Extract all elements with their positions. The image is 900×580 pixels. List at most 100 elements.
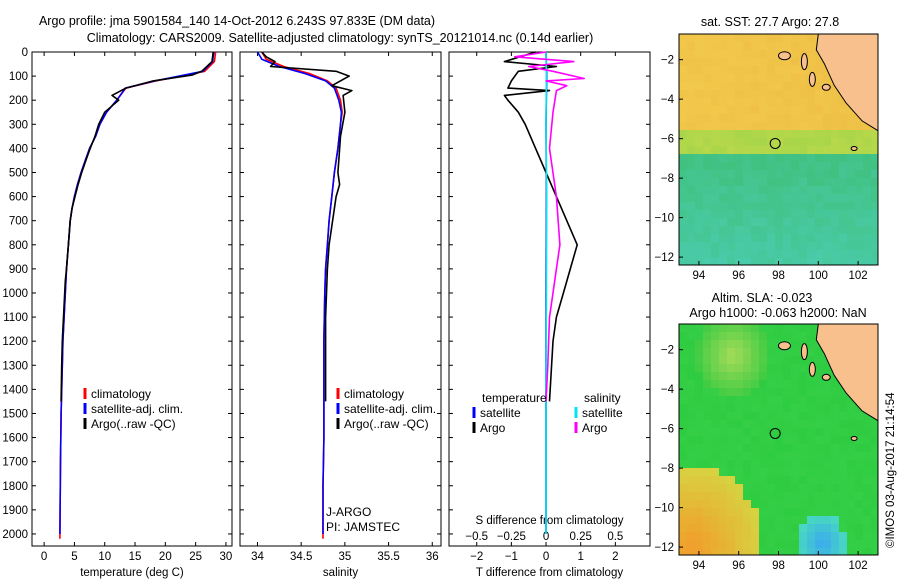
sst-map-cell <box>863 258 871 265</box>
sst-map-cell <box>783 82 791 90</box>
sst-map-cell <box>711 66 719 74</box>
sst-map-cell <box>767 242 775 250</box>
sst-map-cell <box>719 114 727 122</box>
legend-title: salinity <box>584 391 621 405</box>
sst-map-cell <box>687 66 695 74</box>
sst-map-cell <box>679 50 687 58</box>
sla-map-cell <box>775 500 783 508</box>
sla-map-cell <box>751 476 759 484</box>
sst-map-cell <box>839 178 847 186</box>
sst-map-cell <box>727 58 735 66</box>
sla-map-cell <box>791 524 799 532</box>
sst-map-cell <box>687 42 695 50</box>
sst-map-cell <box>735 202 743 210</box>
sla-map-cell <box>855 420 863 428</box>
sst-map-cell <box>743 162 751 170</box>
sla-map-cell <box>719 516 727 524</box>
sla-map-cell <box>783 444 791 452</box>
sst-map-cell <box>735 114 743 122</box>
sla-map-cell <box>823 436 831 444</box>
sst-map-cell <box>719 250 727 258</box>
sla-map-cell <box>815 508 823 516</box>
sla-map-cell <box>687 548 695 555</box>
sst-map-cell <box>703 130 711 138</box>
sla-map-cell <box>687 420 695 428</box>
sst-map-cell <box>735 50 743 58</box>
sla-map-cell <box>783 492 791 500</box>
sst-map-cell <box>727 114 735 122</box>
island <box>800 53 808 71</box>
sst-map-cell <box>799 162 807 170</box>
sst-map-cell <box>679 114 687 122</box>
sst-map-cell <box>695 146 703 154</box>
sst-map-cell <box>815 66 823 74</box>
sla-map-cell <box>719 460 727 468</box>
sst-map-cell <box>855 122 863 130</box>
sst-map-cell <box>807 50 815 58</box>
figure-title-line2: Climatology: CARS2009. Satellite-adjuste… <box>87 31 594 45</box>
sla-map-cell <box>751 332 759 340</box>
sst-map-cell <box>831 234 839 242</box>
sst-map-cell <box>743 250 751 258</box>
sst-map-cell <box>823 122 831 130</box>
sla-map-cell <box>815 356 823 364</box>
sst-map-cell <box>679 138 687 146</box>
sla-map-cell <box>847 428 855 436</box>
sla-map-cell <box>703 380 711 388</box>
sla-map-xtick-label: 96 <box>732 560 745 572</box>
sst-map-cell <box>815 170 823 178</box>
sla-map-cell <box>823 532 831 540</box>
sla-map-cell <box>743 532 751 540</box>
sst-map-cell <box>831 154 839 162</box>
sst-map-cell <box>775 58 783 66</box>
sst-map-cell <box>751 250 759 258</box>
sla-map-cell <box>759 548 767 555</box>
sla-map-cell <box>711 412 719 420</box>
sst-map-cell <box>679 154 687 162</box>
sst-map-cell <box>687 50 695 58</box>
sst-map-cell <box>863 194 871 202</box>
sst-map-cell <box>871 186 878 194</box>
sla-map-cell <box>855 532 863 540</box>
sst-map-cell <box>815 146 823 154</box>
sla-map-cell <box>863 516 871 524</box>
temperature-plot-frame <box>31 51 233 547</box>
sst-map-cell <box>735 226 743 234</box>
sla-map-cell <box>863 548 871 555</box>
sla-map-cell <box>727 364 735 372</box>
sst-map-cell <box>839 130 847 138</box>
sst-map-cell <box>767 250 775 258</box>
sla-map-cell <box>751 484 759 492</box>
sla-map-cell <box>767 396 775 404</box>
sst-map-cell <box>679 130 687 138</box>
sst-map-cell <box>807 106 815 114</box>
sst-map-cell <box>719 234 727 242</box>
sst-map-cell <box>783 226 791 234</box>
sst-map-cell <box>735 218 743 226</box>
sla-map-cell <box>687 492 695 500</box>
sla-map-cell <box>759 324 767 332</box>
sla-map-cell <box>719 404 727 412</box>
sla-map-cell <box>871 548 878 555</box>
sst-map-cell <box>847 250 855 258</box>
sst-map-cell <box>759 74 767 82</box>
sst-map-cell <box>783 34 791 42</box>
s-diff-tick-label: 0.25 <box>569 531 591 543</box>
sst-map-cell <box>695 122 703 130</box>
sla-map-cell <box>759 524 767 532</box>
sst-map-cell <box>759 258 767 265</box>
sst-map-cell <box>775 194 783 202</box>
sla-map-cell <box>871 500 878 508</box>
sst-map-cell <box>719 194 727 202</box>
sst-map-cell <box>759 82 767 90</box>
sla-map-cell <box>775 412 783 420</box>
sst-map-cell <box>767 218 775 226</box>
sst-map-cell <box>863 170 871 178</box>
sla-map-cell <box>839 524 847 532</box>
sst-map-cell <box>679 202 687 210</box>
sst-map-cell <box>735 66 743 74</box>
sla-map-cell <box>775 540 783 548</box>
sst-map-cell <box>719 90 727 98</box>
sst-map-cell <box>695 186 703 194</box>
sla-map-cell <box>711 348 719 356</box>
